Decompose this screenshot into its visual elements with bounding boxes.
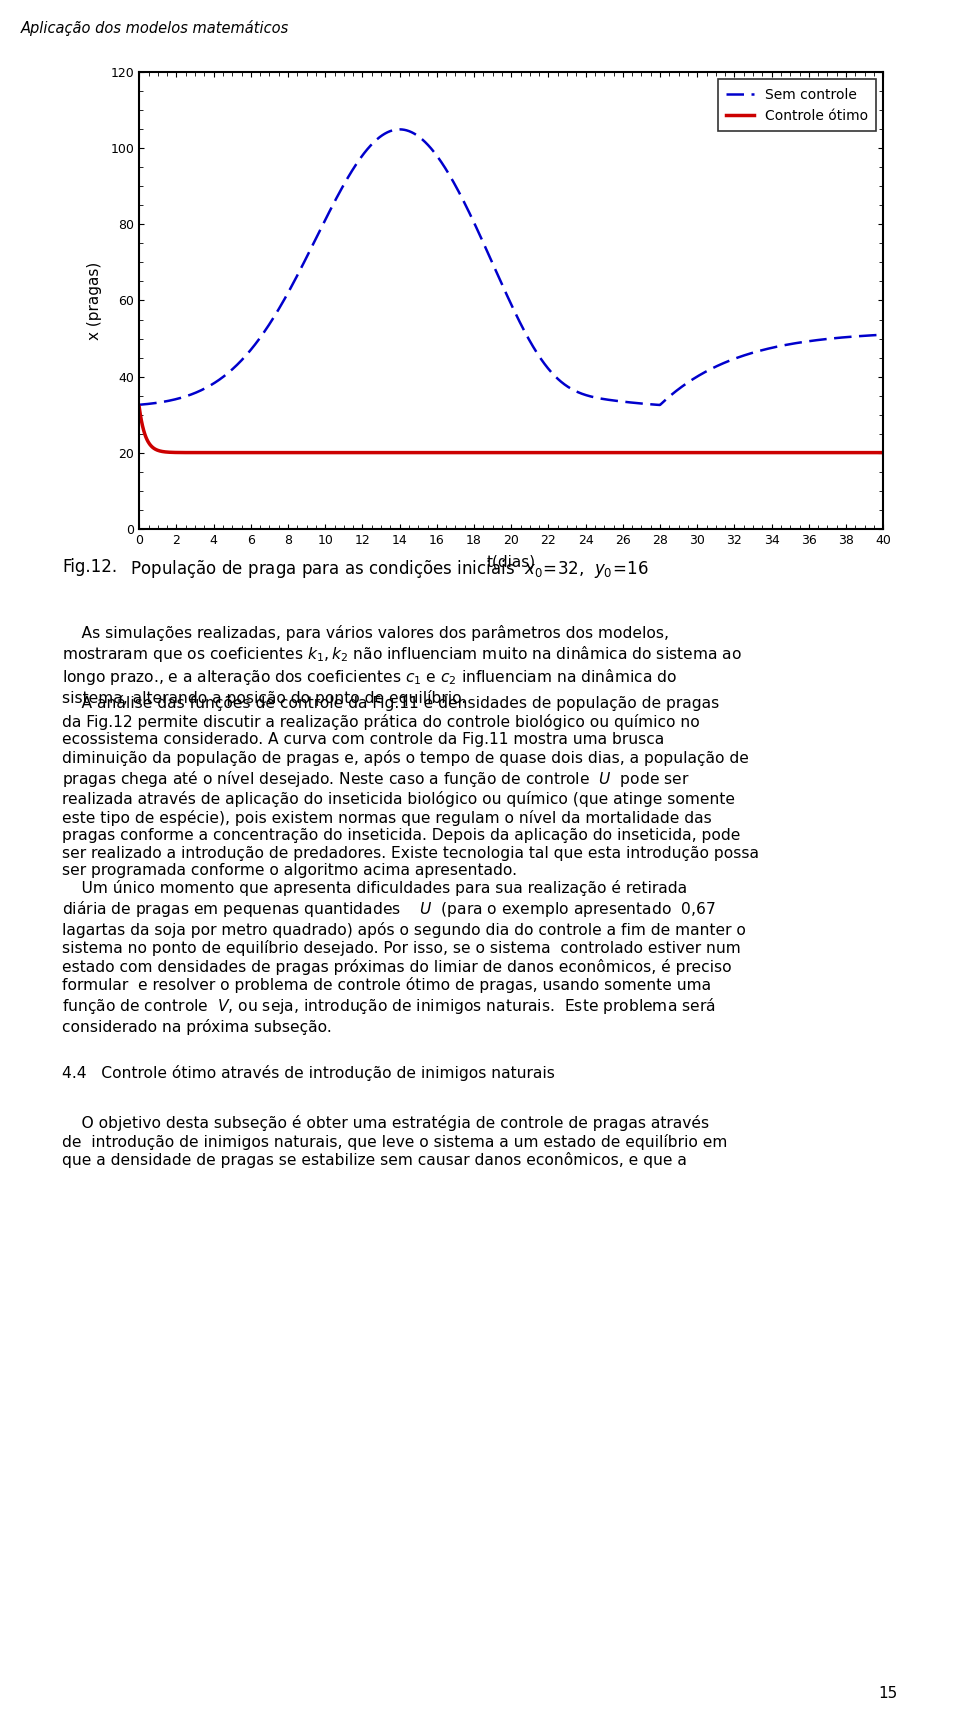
Legend: Sem controle, Controle ótimo: Sem controle, Controle ótimo [717, 79, 876, 131]
Text: Aplicação dos modelos matemáticos: Aplicação dos modelos matemáticos [21, 19, 289, 36]
Text: População de praga para as condições iniciais  $x_0\!=\!32$,  $y_0\!=\!16$: População de praga para as condições ini… [120, 558, 649, 580]
Text: 15: 15 [878, 1686, 898, 1701]
Text: As simulações realizadas, para vários valores dos parâmetros dos modelos,
mostra: As simulações realizadas, para vários va… [62, 625, 742, 706]
Text: 4.4   Controle ótimo através de introdução de inimigos naturais: 4.4 Controle ótimo através de introdução… [62, 1064, 555, 1081]
Text: A análise das funções de controle da Fig.11 e densidades de população de pragas
: A análise das funções de controle da Fig… [62, 696, 759, 878]
Y-axis label: x (pragas): x (pragas) [87, 262, 102, 339]
Text: O objetivo desta subseção é obter uma estratégia de controle de pragas através
d: O objetivo desta subseção é obter uma es… [62, 1116, 728, 1168]
Text: Um único momento que apresenta dificuldades para sua realização é retirada
diári: Um único momento que apresenta dificulda… [62, 880, 746, 1035]
X-axis label: t(dias): t(dias) [487, 554, 536, 570]
Text: Fig.12.: Fig.12. [62, 558, 117, 575]
